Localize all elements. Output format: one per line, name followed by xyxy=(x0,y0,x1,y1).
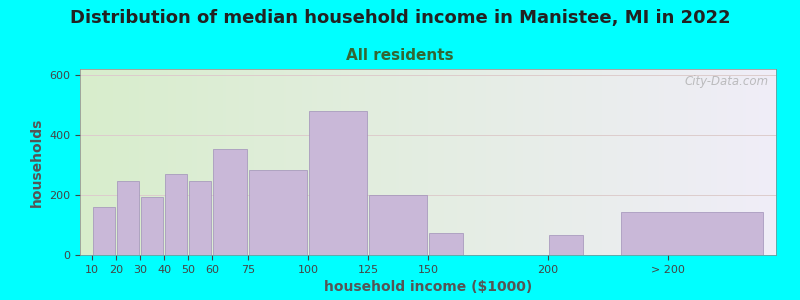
Text: All residents: All residents xyxy=(346,48,454,63)
Bar xyxy=(189,181,211,255)
Bar xyxy=(429,232,463,255)
Bar xyxy=(369,195,427,255)
Bar xyxy=(213,148,247,255)
Bar xyxy=(309,111,367,255)
Y-axis label: households: households xyxy=(30,117,43,207)
Bar xyxy=(549,235,583,255)
Bar xyxy=(621,212,763,255)
Text: Distribution of median household income in Manistee, MI in 2022: Distribution of median household income … xyxy=(70,9,730,27)
Text: City-Data.com: City-Data.com xyxy=(685,75,769,88)
Bar xyxy=(117,181,139,255)
Bar xyxy=(93,207,115,255)
Bar xyxy=(249,169,307,255)
Bar xyxy=(165,174,187,255)
X-axis label: household income ($1000): household income ($1000) xyxy=(324,280,532,294)
Bar xyxy=(141,197,163,255)
